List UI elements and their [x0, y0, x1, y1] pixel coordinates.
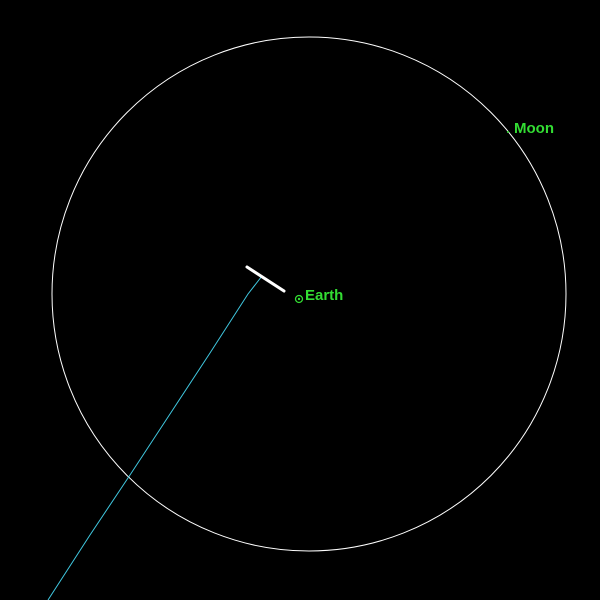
moon-label: Moon [514, 120, 554, 137]
object-trajectory [47, 275, 263, 600]
earth-icon [294, 294, 304, 304]
earth-marker [294, 294, 304, 304]
object-track-dot [282, 289, 286, 293]
moon-orbit [51, 36, 567, 552]
moon-icon [507, 131, 509, 133]
object-track [245, 265, 286, 293]
earth-label: Earth [305, 287, 343, 304]
